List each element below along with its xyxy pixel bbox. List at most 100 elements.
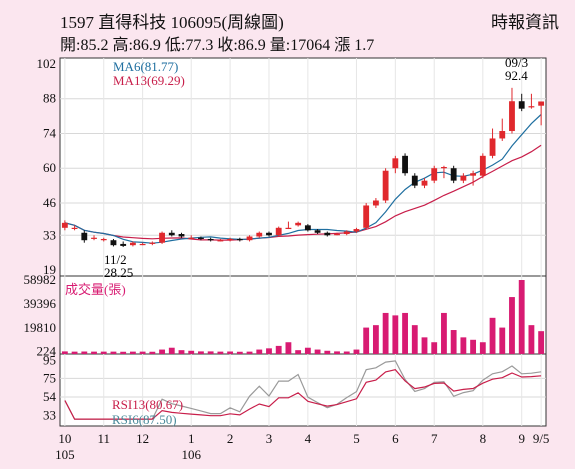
- volume-bar: [460, 337, 467, 354]
- candle-body: [256, 232, 263, 237]
- legend-rsi13: RSI13(80.67): [112, 397, 183, 412]
- volume-bar: [402, 312, 408, 354]
- candle-body: [450, 168, 457, 181]
- volume-bar: [71, 351, 78, 354]
- volume-title: 成交量(張): [65, 282, 126, 297]
- candle-body: [538, 101, 545, 106]
- candle-body: [528, 106, 535, 108]
- x-tick-label: 8: [480, 431, 487, 446]
- volume-bar: [334, 351, 340, 354]
- legend-ma13: MA13(69.29): [113, 73, 185, 88]
- ma13-line: [64, 144, 542, 241]
- volume-bar: [236, 351, 243, 354]
- candle-body: [266, 232, 272, 236]
- candle-body: [207, 238, 214, 241]
- candle-body: [91, 237, 97, 239]
- data-source: 時報資訊: [491, 13, 559, 32]
- candle-body: [149, 242, 156, 244]
- candle-body: [285, 227, 292, 230]
- candle-body: [71, 227, 78, 230]
- candle-body: [363, 205, 370, 228]
- volume-bar: [198, 351, 204, 354]
- candle-body: [236, 238, 243, 241]
- candle-body: [509, 101, 515, 132]
- volume-bar: [450, 330, 457, 354]
- candle-body: [100, 238, 107, 241]
- candle-body: [159, 232, 165, 243]
- volume-bar: [411, 325, 418, 354]
- candle-body: [129, 242, 136, 246]
- x-tick-label: 5: [353, 431, 360, 446]
- x-tick-label: 3: [266, 431, 273, 446]
- annotation-low-date: 11/2: [104, 252, 127, 267]
- rsi-tick-label: 75: [43, 370, 56, 385]
- candle-body: [168, 232, 175, 236]
- x-tick-label: 4: [305, 431, 312, 446]
- volume-bar: [256, 349, 263, 354]
- rsi-tick-label: 33: [43, 408, 56, 423]
- volume-bar: [509, 297, 515, 354]
- legend-ma6: MA6(81.77): [113, 59, 178, 74]
- volume-bar: [120, 351, 127, 354]
- chart-title: 1597 直得科技 106095(周線圖): [60, 13, 284, 32]
- volume-bar: [382, 312, 389, 354]
- volume-bar: [246, 351, 253, 354]
- x-tick-label: 10: [58, 431, 71, 446]
- volume-bar: [129, 351, 136, 354]
- candle-body: [431, 168, 438, 181]
- candle-body: [178, 234, 185, 237]
- volume-tick-label: 224: [37, 344, 57, 359]
- volume-tick-label: 19810: [24, 320, 57, 335]
- candle-body: [441, 167, 447, 169]
- candle-body: [246, 236, 253, 241]
- candle-body: [227, 238, 234, 241]
- x-tick-label: 2: [227, 431, 234, 446]
- volume-tick-label: 39396: [24, 296, 57, 311]
- candle-body: [421, 180, 428, 186]
- candle-body: [295, 222, 302, 226]
- candle-body: [110, 240, 117, 246]
- candle-body: [217, 240, 224, 242]
- volume-bar: [372, 325, 379, 354]
- volume-bar: [227, 351, 234, 354]
- candle-body: [382, 170, 389, 201]
- volume-bar: [139, 351, 146, 354]
- x-tick-label: 11: [97, 431, 110, 446]
- candle-body: [460, 175, 467, 181]
- annotation-low-value: 28.25: [104, 265, 133, 280]
- x-tick-label: 1: [188, 431, 195, 446]
- candle-body: [81, 232, 88, 241]
- volume-bar: [431, 342, 438, 354]
- volume-bar: [470, 339, 477, 354]
- x-tick-label: 9: [518, 431, 525, 446]
- price-tick-label: 46: [43, 195, 57, 210]
- x-tick-label: 7: [431, 431, 438, 446]
- volume-bar: [499, 327, 506, 354]
- price-tick-label: 33: [43, 227, 56, 242]
- legend-rsi6: RSI6(87.50): [112, 412, 177, 427]
- volume-bar: [479, 342, 486, 354]
- x-year-label: 105: [55, 447, 75, 462]
- volume-bar: [295, 350, 302, 354]
- candle-body: [499, 131, 506, 139]
- price-tick-label: 88: [43, 91, 56, 106]
- x-tick-label: 12: [136, 431, 149, 446]
- candle-body: [304, 225, 311, 231]
- annotation-high-value: 92.4: [505, 68, 528, 83]
- candle-body: [411, 175, 418, 186]
- x-year-label: 106: [181, 447, 201, 462]
- x-tick-label: 6: [392, 431, 399, 446]
- candle-body: [479, 155, 486, 176]
- volume-bar: [275, 345, 282, 354]
- volume-bar: [61, 351, 68, 354]
- volume-bar: [207, 351, 214, 354]
- rsi-tick-label: 95: [43, 353, 56, 368]
- candle-body: [139, 243, 146, 246]
- price-tick-label: 102: [37, 56, 57, 71]
- rsi-tick-label: 54: [43, 389, 57, 404]
- volume-bar: [363, 327, 370, 354]
- volume-bar: [110, 351, 117, 354]
- volume-bar: [91, 351, 97, 354]
- rsi13-line: [64, 369, 542, 420]
